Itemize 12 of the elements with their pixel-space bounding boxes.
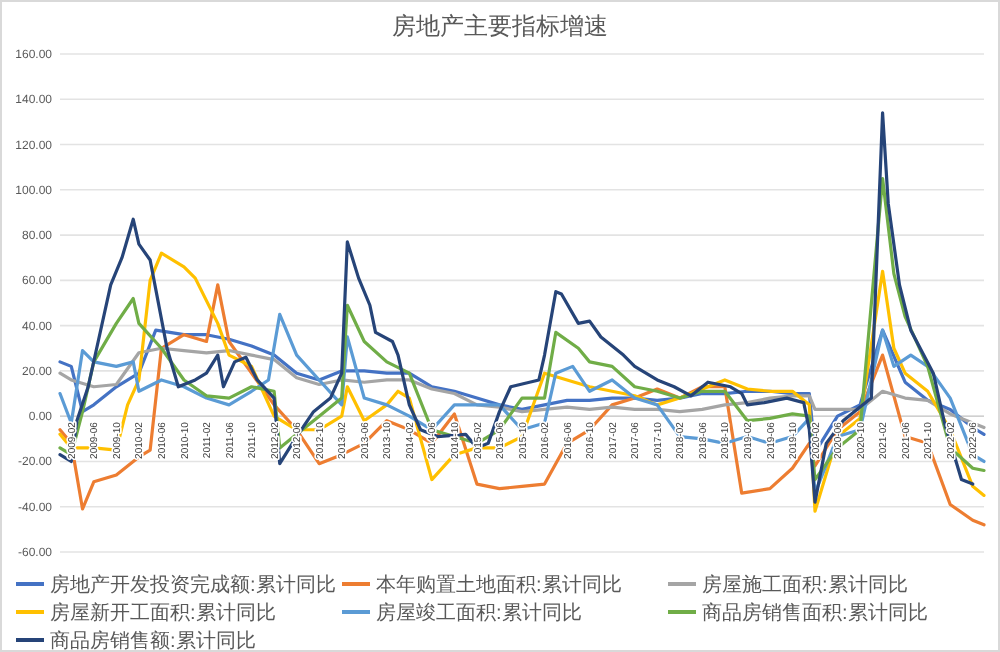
line-series [58,111,975,504]
legend-label: 房地产开发投资完成额:累计同比 [50,573,336,597]
legend-label: 房屋施工面积:累计同比 [702,573,908,597]
legend-label: 商品房销售面积:累计同比 [702,601,928,625]
line-series [58,176,986,482]
legend-label: 房屋竣工面积:累计同比 [376,601,582,625]
chart-title: 房地产主要指标增速 [392,12,608,40]
legend-label: 本年购置土地面积:累计同比 [376,573,622,597]
line-series [58,283,986,527]
legend-label: 商品房销售额:累计同比 [50,629,256,652]
line-series [58,251,986,513]
legend-label: 房屋新开工面积:累计同比 [50,601,276,625]
